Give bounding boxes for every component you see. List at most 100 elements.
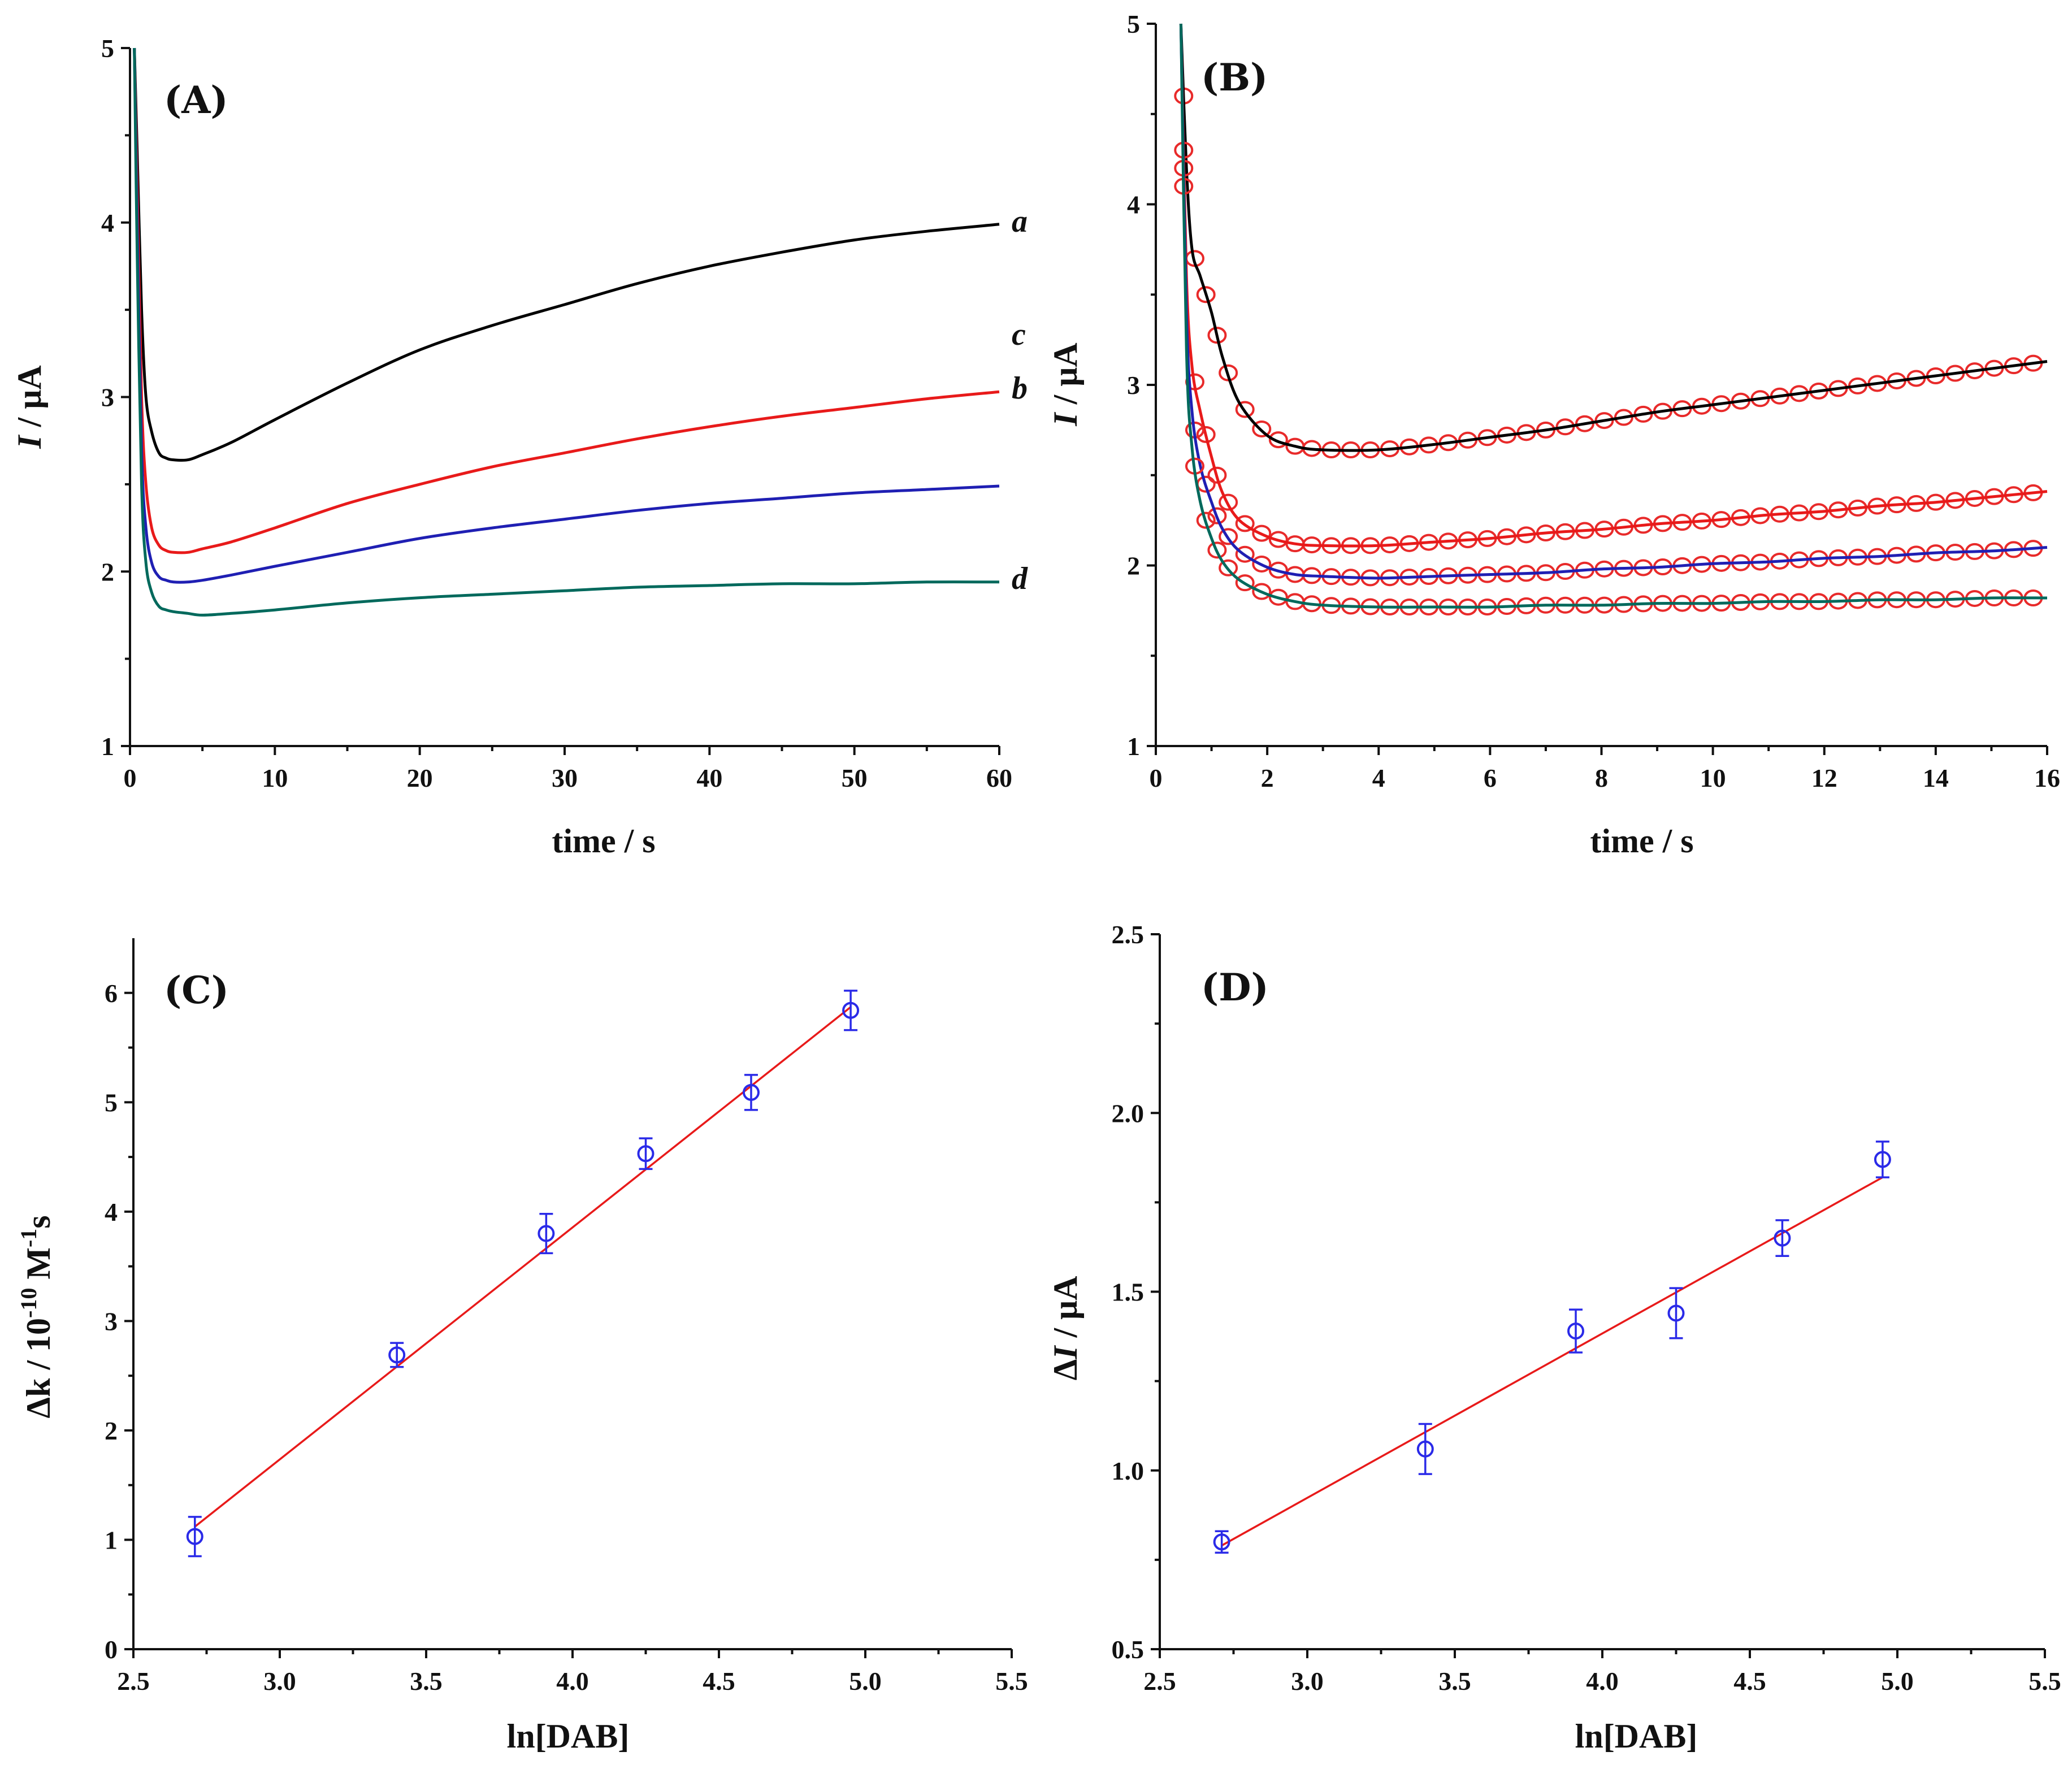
x-tick-label: 0: [1150, 764, 1163, 792]
x-tick-label: 20: [407, 764, 433, 792]
x-tick-label: 2.5: [1143, 1667, 1176, 1696]
x-tick-label: 12: [1811, 764, 1837, 792]
y-tick-label: 2: [105, 1416, 118, 1445]
x-tick-label: 16: [2034, 764, 2060, 792]
x-tick-label: 4: [1372, 764, 1385, 792]
fit-marker-b: [1196, 426, 1216, 443]
data-point: [742, 1083, 760, 1101]
series-line-b: [133, 47, 1000, 554]
x-tick-label: 8: [1595, 764, 1608, 792]
data-point: [1874, 1151, 1891, 1168]
y-tick-label: 3: [1127, 371, 1140, 400]
fit-marker-c: [1219, 528, 1238, 545]
fit-marker-a: [1252, 420, 1272, 437]
data-point: [388, 1346, 406, 1364]
data-point: [1774, 1229, 1791, 1247]
panel-c-ylabel: Δk / 10-10 M-1s: [16, 1215, 57, 1418]
y-tick-label: 5: [105, 1088, 118, 1117]
data-point: [1667, 1304, 1685, 1322]
y-tick-label: 4: [105, 1198, 118, 1226]
x-tick-label: 60: [986, 764, 1012, 792]
series-line-c: [133, 47, 1000, 584]
x-tick-label: 4.0: [556, 1667, 589, 1696]
y-tick-label: 5: [101, 34, 114, 63]
fit-marker-b: [1207, 466, 1227, 484]
y-tick-label: 1.5: [1112, 1278, 1145, 1307]
y-tick-label: 0: [105, 1635, 118, 1664]
fit-line: [194, 1006, 852, 1528]
panel-b-ylabel: I / μA: [1047, 342, 1084, 426]
data-point: [842, 1001, 860, 1019]
y-tick-label: 1: [105, 1525, 118, 1554]
x-tick-label: 5.0: [1881, 1667, 1914, 1696]
panel-d-ylabel: ΔI / μA: [1047, 1276, 1084, 1381]
series-line-a: [133, 47, 1000, 462]
fit-marker-c: [1252, 555, 1272, 573]
x-tick-label: 30: [552, 764, 578, 792]
data-point: [1416, 1440, 1434, 1458]
x-tick-label: 3.5: [1438, 1667, 1471, 1696]
panel-a-xlabel: time / s: [552, 822, 655, 860]
series-label-b: b: [1012, 371, 1028, 406]
x-tick-label: 5.5: [2028, 1667, 2061, 1696]
panel-c-xlabel: ln[DAB]: [507, 1718, 630, 1755]
x-tick-label: 5.0: [849, 1667, 882, 1696]
x-tick-label: 3.5: [410, 1667, 443, 1696]
series-label-a: a: [1012, 204, 1028, 239]
series-line-b: [1179, 23, 2048, 548]
x-tick-label: 2: [1261, 764, 1274, 792]
data-point: [637, 1145, 654, 1163]
fit-marker-b: [1219, 493, 1238, 511]
panel-a-ylabel: I / μA: [11, 365, 48, 449]
y-tick-label: 6: [105, 979, 118, 1008]
panel-a: (A) time / s I / μA a b c d 0 10 20 30 40 50 6…: [11, 34, 1028, 860]
y-tick-label: 5: [1127, 10, 1140, 38]
panel-c-label: (C): [164, 968, 229, 1012]
fit-marker-a: [1207, 327, 1227, 344]
fit-marker-d: [1196, 511, 1216, 529]
fit-marker-d: [1252, 583, 1272, 600]
panel-b-label: (B): [1201, 55, 1268, 99]
fit-marker-d: [1235, 574, 1255, 592]
x-tick-label: 6: [1484, 764, 1497, 792]
x-tick-label: 4.0: [1586, 1667, 1619, 1696]
data-point: [1567, 1323, 1585, 1340]
data-point: [537, 1225, 555, 1242]
panel-d: (D) ln[DAB] ΔI / μA 2.5 3.0 3.5 4.0 4.5 5.0 5.…: [1047, 920, 2061, 1755]
fit-marker-b: [1235, 515, 1255, 532]
fit-marker-c: [1207, 507, 1227, 524]
fit-marker-a: [1235, 401, 1255, 418]
series-line-d: [133, 47, 1000, 617]
panel-b-xlabel: time / s: [1590, 822, 1693, 860]
y-tick-label: 4: [1127, 190, 1140, 219]
series-line-c: [1179, 23, 2048, 580]
x-tick-label: 40: [696, 764, 722, 792]
x-tick-label: 4.5: [1733, 1667, 1766, 1696]
x-tick-label: 10: [1700, 764, 1726, 792]
fit-marker-c: [1235, 545, 1255, 563]
panel-d-label: (D): [1201, 965, 1269, 1009]
x-tick-label: 10: [262, 764, 288, 792]
fit-marker-a: [1196, 286, 1216, 303]
series-line-a: [1179, 23, 2048, 452]
panel-d-xlabel: ln[DAB]: [1575, 1718, 1698, 1755]
data-point: [186, 1528, 203, 1545]
y-tick-label: 1: [101, 732, 114, 761]
y-tick-label: 3: [101, 383, 114, 412]
y-tick-label: 2: [1127, 552, 1140, 580]
series-label-c: c: [1012, 317, 1026, 352]
x-tick-label: 0: [124, 764, 137, 792]
y-tick-label: 0.5: [1112, 1635, 1145, 1664]
x-tick-label: 5.5: [995, 1667, 1028, 1696]
y-tick-label: 4: [101, 209, 114, 237]
x-tick-label: 2.5: [117, 1667, 150, 1696]
x-tick-label: 14: [1923, 764, 1949, 792]
fit-marker-a: [1268, 431, 1288, 449]
fit-marker-b: [1252, 524, 1272, 542]
y-tick-label: 2.0: [1112, 1099, 1145, 1128]
y-tick-label: 2.5: [1112, 920, 1145, 949]
panel-a-label: (A): [164, 78, 228, 122]
y-tick-label: 1.0: [1112, 1456, 1145, 1485]
